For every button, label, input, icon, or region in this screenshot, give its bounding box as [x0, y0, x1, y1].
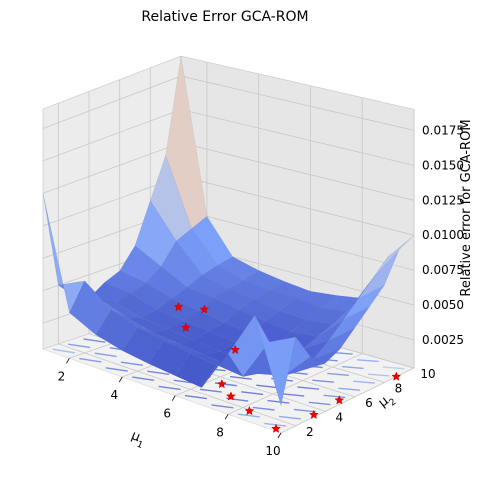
z-tick-label: 0.0125 [422, 193, 464, 207]
chart-title: Relative Error GCA-ROM [141, 9, 308, 25]
marker-star-0 [173, 301, 184, 312]
error-surface [42, 56, 415, 406]
surface-facet-8-5 [328, 306, 370, 341]
marker-star-4 [216, 378, 227, 389]
marker-star-7 [271, 423, 281, 433]
x-tick-label: 4 [110, 388, 118, 402]
marker-star-1 [199, 304, 210, 314]
marker-star-8 [308, 409, 319, 419]
z-tick-label: 0.0075 [422, 263, 464, 277]
surface-facet-8-6 [343, 285, 385, 320]
x-tick-label: 10 [265, 444, 280, 458]
y-tick-label: 4 [335, 410, 343, 424]
z-axis-label: Relative error for GCA-ROM [459, 119, 474, 296]
sample-markers [173, 301, 402, 433]
x-axis-label: μ1 [128, 428, 148, 451]
axis-panes [41, 55, 416, 434]
z-tick-label: 0.0150 [422, 158, 464, 172]
marker-star-3 [230, 344, 241, 355]
y-tick-label: 6 [365, 396, 373, 410]
z-tick-label: 0.0025 [422, 333, 464, 347]
y-tick-label: 10 [420, 367, 435, 381]
marker-star-2 [180, 322, 191, 332]
z-tick-label: 0.0050 [422, 298, 464, 312]
x-tick-label: 8 [216, 425, 224, 439]
surface-facet-8-2 [284, 356, 326, 376]
marker-star-9 [334, 395, 345, 405]
y-tick-label: 8 [395, 381, 403, 395]
marker-star-5 [225, 391, 236, 401]
tick-labels: 2 4 6 8 10 2 4 6 8 10 0.0025 0.0050 0.0075 0.0100 0.01… [58, 123, 464, 458]
marker-star-10 [391, 371, 402, 381]
y-tick-label: 2 [306, 425, 314, 439]
z-tick-label: 0.0100 [422, 228, 464, 242]
x-tick-label: 6 [163, 407, 171, 421]
z-tick-label: 0.0175 [422, 123, 464, 137]
x-tick-label: 2 [58, 369, 66, 383]
marker-star-6 [244, 405, 255, 416]
surface-facet-8-0 [254, 315, 297, 406]
